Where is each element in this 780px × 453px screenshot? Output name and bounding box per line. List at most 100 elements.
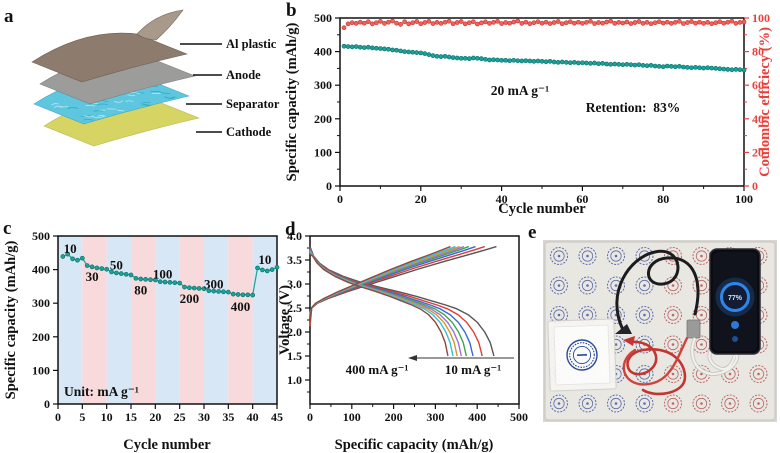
- data-point-coulombic-efficiency: [563, 20, 569, 26]
- data-point-coulombic-efficiency: [422, 20, 428, 25]
- data-point-specific-capacity: [584, 60, 589, 66]
- data-point-coulombic-efficiency: [733, 21, 739, 26]
- data-point-coulombic-efficiency: [475, 21, 480, 27]
- al-plastic-layer: [31, 32, 189, 83]
- data-point-specific-capacity: [406, 49, 412, 55]
- stamp-inner-ring: [638, 279, 651, 292]
- y-tick-label: 3.5: [287, 253, 302, 267]
- data-point-coulombic-efficiency: [644, 20, 650, 25]
- data-point-rate-capacity: [250, 292, 256, 298]
- separator-fiber: [67, 107, 79, 110]
- data-point-specific-capacity: [382, 46, 387, 52]
- stamp-outer-ring: [635, 247, 654, 265]
- data-point-specific-capacity: [402, 49, 407, 54]
- data-point-rate-capacity: [99, 266, 105, 271]
- data-point-specific-capacity: [349, 44, 355, 50]
- data-point-coulombic-efficiency: [664, 19, 670, 25]
- stamp-outer-ring: [664, 276, 682, 295]
- data-point-coulombic-efficiency: [369, 21, 375, 27]
- data-point-rate-capacity: [216, 289, 221, 294]
- separator-fiber: [140, 101, 151, 104]
- annotation-retention: Retention: 83%: [586, 100, 681, 115]
- data-point-specific-capacity: [414, 50, 420, 55]
- pouch-logo-inner-ring: [572, 345, 592, 365]
- rate-label: 30: [86, 269, 99, 284]
- stamp-center-dot: [557, 254, 561, 258]
- stamp-inner-ring: [553, 397, 565, 410]
- data-point-coulombic-efficiency: [697, 19, 702, 25]
- data-point-rate-capacity: [201, 286, 207, 292]
- y-tick-label: 400: [32, 263, 50, 277]
- data-point-rate-capacity: [89, 264, 95, 270]
- x-tick-label: 25: [174, 410, 186, 424]
- data-point-coulombic-efficiency: [608, 18, 614, 24]
- data-point-coulombic-efficiency: [398, 22, 403, 27]
- stamp-inner-ring: [610, 397, 622, 410]
- layer-label-separator: Separator: [226, 97, 280, 111]
- black-wire: [615, 249, 700, 332]
- stamp-center-dot: [557, 402, 561, 405]
- data-point-coulombic-efficiency: [616, 20, 622, 25]
- data-point-coulombic-efficiency: [547, 21, 553, 26]
- data-point-rate-capacity: [187, 285, 192, 291]
- data-point-specific-capacity: [733, 67, 739, 72]
- stamp-center-dot: [671, 284, 675, 287]
- separator-fiber: [150, 90, 161, 92]
- data-point-coulombic-efficiency: [584, 20, 589, 25]
- layer-label-al-plastic: Al plastic: [226, 37, 277, 51]
- charging-ring-glow: [715, 277, 755, 317]
- data-point-coulombic-efficiency: [551, 20, 557, 25]
- data-point-specific-capacity: [689, 65, 694, 71]
- data-point-rate-capacity: [123, 271, 129, 277]
- seal-stamp: [664, 306, 682, 324]
- data-point-rate-capacity: [177, 280, 183, 286]
- data-point-coulombic-efficiency: [426, 19, 432, 24]
- separator-fiber: [117, 109, 125, 112]
- seal-stamp: [607, 247, 625, 265]
- separator-fiber: [85, 105, 96, 107]
- annotation-current-density: 20 mA g⁻¹: [491, 83, 549, 98]
- data-point-coulombic-efficiency: [604, 19, 609, 25]
- seal-stamp: [664, 335, 682, 354]
- separator-fiber: [51, 103, 59, 106]
- data-point-coulombic-efficiency: [357, 19, 363, 25]
- rate-label: 80: [134, 282, 147, 297]
- stamp-center-dot: [557, 284, 561, 287]
- data-point-specific-capacity: [341, 43, 347, 49]
- data-point-specific-capacity: [725, 67, 731, 72]
- data-point-rate-capacity: [157, 279, 163, 285]
- al-plastic-curl: [136, 9, 184, 41]
- rate-band: [155, 236, 180, 404]
- x-tick-label: 15: [125, 410, 137, 424]
- stamp-center-dot: [671, 343, 675, 346]
- data-point-specific-capacity: [499, 57, 504, 63]
- y-left-tick-label: 500: [314, 11, 332, 25]
- data-point-specific-capacity: [721, 66, 727, 72]
- rate-label: 10: [64, 241, 77, 256]
- panel-d-xaxis-title: Specific capacity (mAh/g): [335, 437, 494, 453]
- rate-label: 50: [110, 258, 123, 273]
- data-point-coulombic-efficiency: [390, 18, 395, 24]
- x-tick-label: 35: [222, 410, 234, 424]
- stamp-inner-ring: [581, 397, 594, 410]
- y-tick-label: 100: [32, 363, 50, 377]
- stamp-inner-ring: [695, 309, 708, 321]
- panel-b-xaxis-title: Cycle number: [498, 201, 586, 217]
- stamp-outer-ring: [578, 247, 597, 265]
- data-point-specific-capacity: [527, 58, 533, 64]
- rate-arrow-head: [408, 355, 417, 361]
- data-point-specific-capacity: [519, 58, 525, 64]
- y-left-tick-label: 0: [326, 179, 332, 193]
- data-point-specific-capacity: [668, 64, 674, 69]
- smartphone: 77%: [709, 248, 761, 355]
- data-point-coulombic-efficiency: [701, 21, 706, 26]
- data-point-coulombic-efficiency: [345, 21, 351, 27]
- data-point-coulombic-efficiency: [580, 21, 585, 26]
- data-point-coulombic-efficiency: [458, 19, 464, 24]
- data-point-coulombic-efficiency: [487, 21, 492, 26]
- panel-letter-a: a: [4, 6, 14, 27]
- seal-stamp: [749, 365, 768, 383]
- x-tick-label: 20: [149, 410, 161, 424]
- seal-stamp: [550, 276, 568, 295]
- x-tick-label: 400: [468, 410, 486, 424]
